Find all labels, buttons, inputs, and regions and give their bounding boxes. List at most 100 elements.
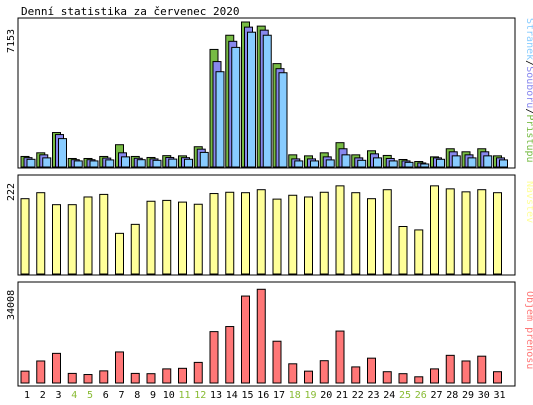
bar-navstev-day-1 [20,198,30,275]
bar-navstev-day-18 [288,194,298,275]
bar-stranek-day-23 [373,157,382,168]
tick-label-day-4: 4 [71,390,77,401]
bar-stranek-day-27 [436,158,445,168]
bar-objem-day-29 [461,360,471,384]
bar-stranek-day-20 [325,159,335,168]
tick-label-day-28: 28 [446,390,458,401]
tick-label-day-2: 2 [40,390,46,401]
tick-label-day-5: 5 [87,390,93,401]
bar-stranek-day-12 [199,151,209,168]
bar-navstev-day-9 [146,200,156,275]
bar-objem-day-18 [288,363,298,384]
bar-stranek-day-13 [215,71,225,168]
bar-stranek-day-22 [357,159,367,168]
visits-panel-frame [17,174,516,276]
legend-souboru: Souborů [524,66,533,108]
bar-objem-day-7 [115,351,124,384]
tick-label-day-14: 14 [226,390,238,401]
bar-navstev-day-2 [36,192,46,275]
tick-label-day-23: 23 [367,390,379,401]
bar-objem-day-20 [319,360,329,384]
bar-stranek-day-4 [73,160,83,168]
bar-stranek-day-25 [404,161,414,168]
bar-objem-day-13 [209,331,219,384]
bar-navstev-day-28 [445,188,455,275]
bar-navstev-day-19 [304,196,313,275]
tick-label-day-20: 20 [320,390,332,401]
bar-stranek-day-2 [42,157,52,168]
bar-objem-day-5 [83,374,93,384]
tick-label-day-30: 30 [478,390,490,401]
legend-separator: / [524,108,533,114]
tick-label-day-1: 1 [24,390,30,401]
tick-label-day-3: 3 [55,390,61,401]
bar-stranek-day-17 [278,72,288,168]
tick-label-day-11: 11 [178,390,190,401]
bar-objem-day-26 [414,376,424,384]
bar-stranek-day-3 [58,138,67,168]
tick-label-day-18: 18 [289,390,301,401]
legend-stranek: Stránek [524,18,533,60]
tick-label-day-6: 6 [103,390,109,401]
bar-objem-day-1 [20,370,30,384]
bar-stranek-day-8 [136,159,146,168]
bar-objem-day-21 [335,330,345,384]
bar-objem-day-24 [382,371,392,384]
tick-label-day-29: 29 [462,390,474,401]
bar-stranek-day-28 [451,155,461,168]
bar-stranek-day-16 [262,34,272,168]
bar-stranek-day-31 [499,159,508,168]
bar-objem-day-31 [493,371,502,384]
bar-objem-day-8 [130,372,140,384]
bar-navstev-day-12 [193,203,203,275]
bar-objem-day-12 [193,361,203,384]
tick-label-day-22: 22 [352,390,364,401]
bar-objem-day-17 [272,340,282,384]
bar-navstev-day-21 [335,185,345,275]
bar-navstev-day-5 [83,196,93,275]
bar-stranek-day-9 [152,159,162,168]
tick-label-day-15: 15 [241,390,253,401]
bar-objem-day-10 [162,368,172,384]
bar-navstev-day-4 [67,204,77,275]
requests-panel-frame [17,17,516,169]
visits-ymax-label: 222 [6,183,17,201]
day-tick-labels: 1 2 3 4 5 6 7 8 9 10 11 12 13 14 15 16 17 18 19 20 21 22 23 24 2… [24,390,506,401]
bar-navstev-day-22 [351,192,361,275]
bar-navstev-day-30 [477,189,487,275]
tick-label-day-10: 10 [163,390,175,401]
bar-stranek-day-26 [420,163,430,168]
bar-objem-day-11 [178,367,187,384]
bar-stranek-day-10 [168,158,178,168]
legend-separator: / [524,60,533,66]
bar-objem-day-28 [445,354,455,384]
bar-objem-day-27 [430,368,439,384]
bar-stranek-day-6 [105,159,115,168]
tick-label-day-27: 27 [430,390,442,401]
bar-navstev-day-27 [430,185,439,275]
legend-pristupu: Přístupů [524,114,533,162]
requests-ymax-label: 7153 [6,29,17,53]
bar-objem-day-4 [67,372,77,384]
bar-stranek-day-19 [310,160,319,168]
bar-navstev-day-15 [241,192,250,275]
bar-navstev-day-29 [461,191,471,275]
bar-objem-day-2 [36,360,46,384]
bar-navstev-day-26 [414,229,424,275]
tick-label-day-17: 17 [273,390,285,401]
bar-navstev-day-24 [382,189,392,275]
bar-navstev-day-31 [493,192,502,275]
bar-stranek-day-30 [483,155,493,168]
tick-label-day-9: 9 [150,390,156,401]
tick-label-day-19: 19 [304,390,316,401]
bar-navstev-day-3 [52,204,61,275]
bar-navstev-day-8 [130,223,140,275]
tick-label-day-26: 26 [415,390,427,401]
bar-stranek-day-5 [89,160,99,168]
bar-stranek-day-11 [184,158,193,168]
visits-bars [20,185,502,275]
tick-label-day-12: 12 [194,390,206,401]
volume-bars [20,288,502,384]
bar-objem-day-15 [241,295,250,384]
